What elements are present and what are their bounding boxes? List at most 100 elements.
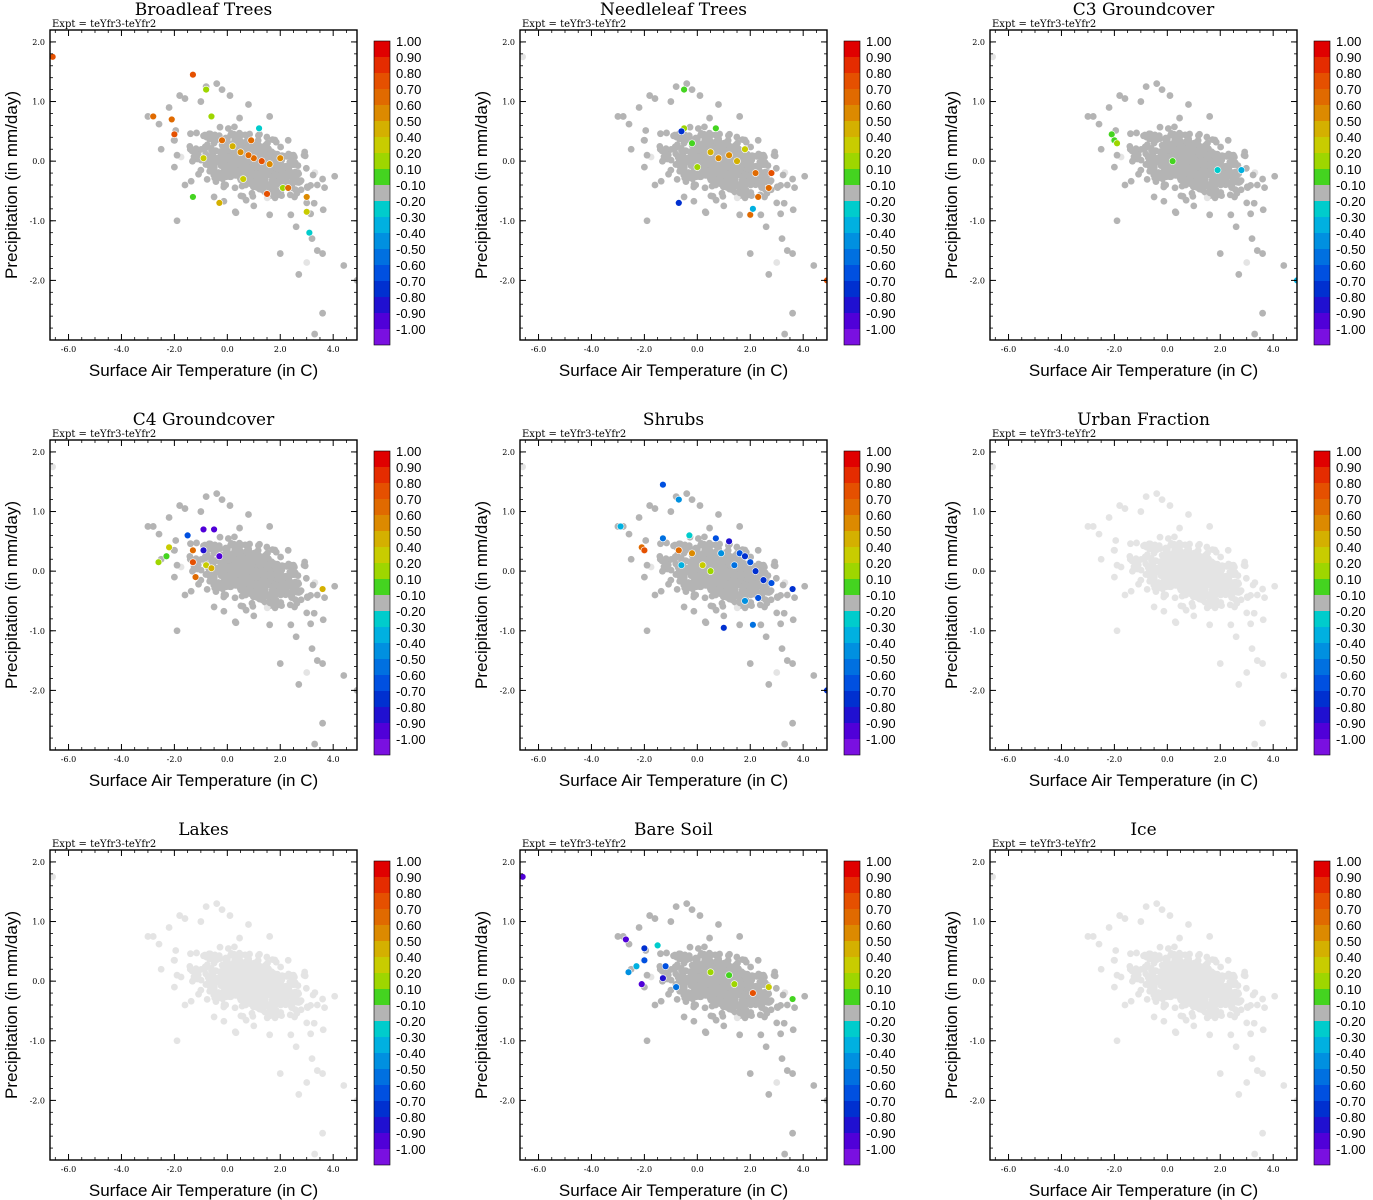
background-point (229, 581, 237, 589)
background-point (1199, 160, 1206, 168)
background-point (144, 113, 152, 120)
colorbar-swatch (374, 691, 390, 707)
colorbar-swatch (1314, 41, 1330, 57)
background-point (1156, 533, 1164, 541)
colorbar-label: -0.90 (866, 306, 896, 321)
x-tick-label: 2.0 (744, 345, 757, 354)
background-point (1212, 138, 1220, 146)
background-point (1160, 197, 1168, 205)
colorbar-swatch (374, 467, 390, 483)
background-point (1155, 173, 1163, 181)
background-point (695, 575, 703, 583)
x-tick-label: -6.0 (61, 755, 76, 764)
background-point (701, 123, 708, 131)
highlight-point (712, 124, 720, 133)
background-point (635, 514, 643, 521)
background-point (1171, 184, 1179, 192)
background-point (1195, 170, 1202, 178)
colorbar-label: -0.60 (396, 258, 426, 273)
background-point (736, 113, 744, 120)
colorbar-label: -0.70 (396, 274, 426, 289)
y-axis-label: Precipitation (in mm/day) (2, 501, 21, 689)
x-tick-label: 2.0 (274, 755, 287, 764)
background-point (651, 95, 659, 102)
background-point (205, 545, 213, 553)
background-point (810, 672, 818, 679)
colorbar-swatch (1314, 329, 1330, 345)
colorbar-label: -0.10 (396, 178, 426, 193)
background-point (284, 136, 292, 144)
x-axis-label: Surface Air Temperature (in C) (89, 771, 318, 790)
background-point (660, 153, 668, 161)
colorbar-swatch (374, 233, 390, 249)
background-point (300, 561, 308, 569)
colorbar-label: 0.40 (1336, 130, 1361, 145)
background-point (1192, 140, 1200, 148)
colorbar-label: -1.00 (1336, 322, 1366, 337)
background-point (289, 586, 297, 594)
colorbar-label: 0.90 (866, 460, 891, 475)
background-point (226, 92, 234, 99)
background-point (733, 543, 741, 551)
background-point (701, 594, 709, 602)
background-point (683, 80, 691, 88)
background-point (739, 173, 746, 181)
background-point (248, 172, 256, 180)
background-point (321, 594, 328, 602)
highlight-point (680, 85, 688, 94)
background-point (1165, 165, 1173, 173)
background-point (1113, 151, 1121, 159)
background-point (765, 271, 773, 278)
colorbar-label: -0.50 (396, 242, 426, 257)
colorbar-label: -0.50 (866, 242, 896, 257)
colorbar-swatch (1314, 297, 1330, 313)
colorbar-swatch (374, 169, 390, 185)
colorbar-label: -0.20 (1336, 194, 1366, 209)
colorbar-swatch (844, 153, 860, 169)
background-point (1271, 172, 1279, 180)
background-point (687, 150, 695, 157)
background-point (227, 131, 234, 139)
background-point (686, 123, 694, 131)
background-point (726, 130, 733, 138)
colorbar-label: -0.40 (396, 226, 426, 241)
background-point (302, 164, 310, 172)
colorbar: 1.000.900.800.700.600.500.400.200.10-0.1… (843, 34, 896, 346)
background-point (319, 719, 326, 727)
background-point (709, 579, 717, 587)
background-point (1253, 247, 1261, 254)
background-point (165, 514, 173, 521)
highlight-point (749, 205, 757, 213)
background-point (1223, 152, 1230, 160)
x-tick-label: -4.0 (114, 345, 129, 354)
background-point (144, 523, 152, 530)
highlight-point (1237, 166, 1246, 174)
point-layer (520, 53, 827, 338)
background-point (662, 555, 670, 563)
colorbar-label: -0.40 (866, 636, 896, 651)
background-point (224, 535, 232, 542)
colorbar-label: 1.00 (396, 444, 421, 459)
background-point (697, 541, 704, 549)
background-point (657, 177, 665, 185)
colorbar-label: -0.10 (866, 588, 896, 603)
background-point (706, 524, 713, 532)
background-point (233, 567, 241, 574)
background-point (1166, 92, 1174, 99)
colorbar-swatch (844, 105, 860, 121)
background-point (1250, 199, 1258, 207)
background-point (685, 173, 693, 181)
background-point (225, 165, 233, 173)
colorbar: 1.000.900.800.700.600.500.400.200.10-0.1… (843, 444, 896, 756)
background-point (651, 505, 659, 512)
colorbar-label: -0.80 (396, 290, 426, 305)
y-tick-label: -1.0 (500, 217, 515, 226)
highlight-point (693, 163, 702, 171)
background-point (1151, 135, 1159, 143)
background-point (1247, 620, 1255, 628)
highlight-point (717, 549, 725, 557)
background-point (247, 552, 254, 560)
background-point (295, 271, 303, 278)
x-tick-label: 0.0 (1161, 345, 1174, 354)
background-point (300, 151, 308, 159)
